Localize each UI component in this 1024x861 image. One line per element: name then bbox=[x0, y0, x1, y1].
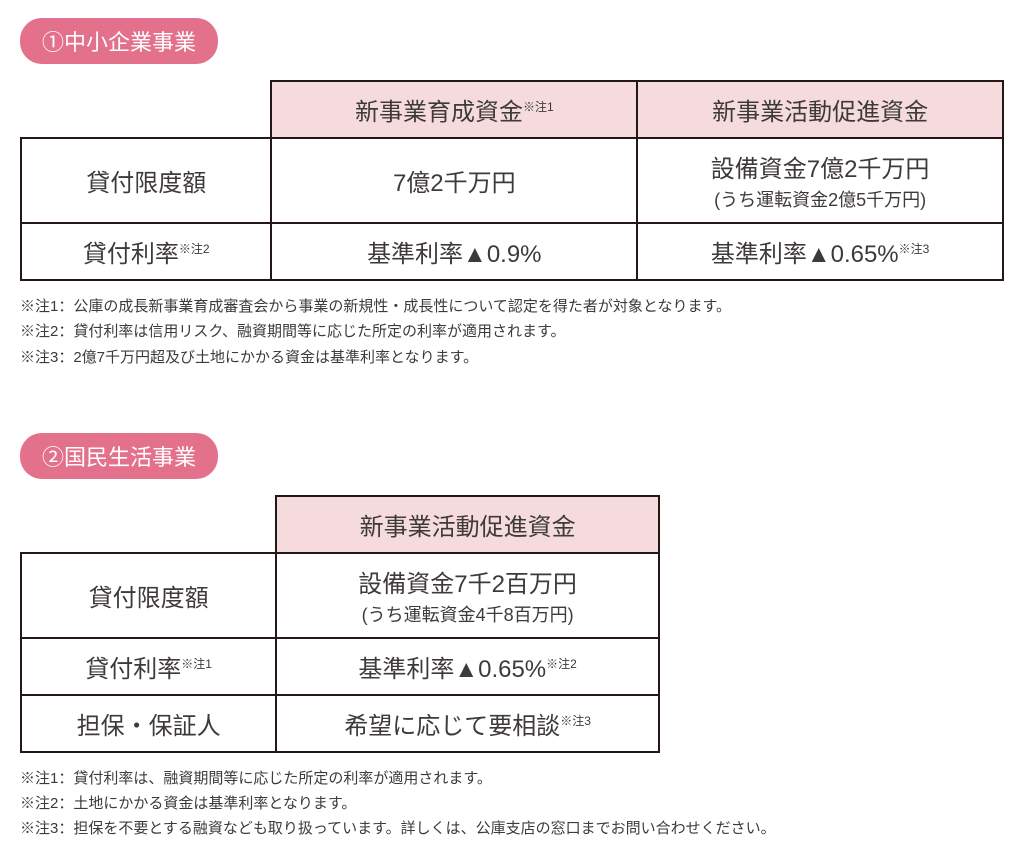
table-row: 貸付限度額 設備資金7千2百万円 (うち運転資金4千8百万円) bbox=[21, 553, 659, 638]
cell-sup: ※注3 bbox=[899, 242, 930, 256]
section2-table: 新事業活動促進資金 貸付限度額 設備資金7千2百万円 (うち運転資金4千8百万円… bbox=[20, 495, 660, 753]
cell-main: 設備資金7千2百万円 bbox=[358, 571, 577, 598]
cell-main: 基準利率▲0.65% bbox=[711, 241, 899, 268]
header-label: 新事業活動促進資金 bbox=[360, 514, 576, 541]
section1-notes: ※注1：公庫の成長新事業育成審査会から事業の新規性・成長性について認定を得た者が… bbox=[20, 295, 1004, 369]
col-header-shinjigyou-sokushin: 新事業活動促進資金 bbox=[637, 81, 1003, 138]
note-line: ※注3：担保を不要とする融資なども取り扱っています。詳しくは、公庫支店の窓口まで… bbox=[20, 817, 1004, 840]
cell-main: 希望に応じて要相談 bbox=[344, 713, 560, 740]
cell-value: 基準利率▲0.65%※注3 bbox=[637, 223, 1003, 280]
section2-notes: ※注1：貸付利率は、融資期間等に応じた所定の利率が適用されます。 ※注2：土地に… bbox=[20, 767, 1004, 841]
note-line: ※注1：貸付利率は、融資期間等に応じた所定の利率が適用されます。 bbox=[20, 767, 1004, 790]
table-row: 貸付利率※注1 基準利率▲0.65%※注2 bbox=[21, 638, 659, 695]
row-label: 貸付限度額 bbox=[21, 138, 271, 223]
row-label-sup: ※注2 bbox=[179, 242, 210, 256]
cell-sub: (うち運転資金4千8百万円) bbox=[285, 601, 650, 627]
table-row: 新事業育成資金※注1 新事業活動促進資金 bbox=[21, 81, 1003, 138]
row-label-text: 貸付利率 bbox=[85, 656, 181, 683]
cell-value: 7億2千万円 bbox=[271, 138, 637, 223]
blank-corner bbox=[21, 496, 276, 553]
table-row: 貸付利率※注2 基準利率▲0.9% 基準利率▲0.65%※注3 bbox=[21, 223, 1003, 280]
row-label: 担保・保証人 bbox=[21, 695, 276, 752]
table-row: 新事業活動促進資金 bbox=[21, 496, 659, 553]
blank-corner bbox=[21, 81, 271, 138]
cell-value: 設備資金7千2百万円 (うち運転資金4千8百万円) bbox=[276, 553, 659, 638]
row-label-text: 貸付利率 bbox=[83, 241, 179, 268]
table-row: 貸付限度額 7億2千万円 設備資金7億2千万円 (うち運転資金2億5千万円) bbox=[21, 138, 1003, 223]
col-header-shinjigyou-ikusei: 新事業育成資金※注1 bbox=[271, 81, 637, 138]
cell-value: 設備資金7億2千万円 (うち運転資金2億5千万円) bbox=[637, 138, 1003, 223]
cell-sup: ※注3 bbox=[560, 714, 591, 728]
section1-table: 新事業育成資金※注1 新事業活動促進資金 貸付限度額 7億2千万円 設備資金7億… bbox=[20, 80, 1004, 281]
row-label-text: 貸付限度額 bbox=[89, 585, 209, 612]
cell-main: 7億2千万円 bbox=[393, 170, 516, 197]
row-label-text: 担保・保証人 bbox=[77, 713, 221, 740]
section1-header: ①中小企業事業 bbox=[20, 18, 218, 64]
table-row: 担保・保証人 希望に応じて要相談※注3 bbox=[21, 695, 659, 752]
note-line: ※注1：公庫の成長新事業育成審査会から事業の新規性・成長性について認定を得た者が… bbox=[20, 295, 1004, 318]
row-label: 貸付利率※注1 bbox=[21, 638, 276, 695]
row-label-text: 貸付限度額 bbox=[86, 170, 206, 197]
cell-value: 基準利率▲0.9% bbox=[271, 223, 637, 280]
cell-value: 希望に応じて要相談※注3 bbox=[276, 695, 659, 752]
cell-main: 設備資金7億2千万円 bbox=[711, 156, 930, 183]
note-line: ※注2：土地にかかる資金は基準利率となります。 bbox=[20, 792, 1004, 815]
row-label-sup: ※注1 bbox=[181, 657, 212, 671]
note-line: ※注3：2億7千万円超及び土地にかかる資金は基準利率となります。 bbox=[20, 346, 1004, 369]
header-sup: ※注1 bbox=[523, 100, 554, 114]
section2-header: ②国民生活事業 bbox=[20, 433, 218, 479]
row-label: 貸付限度額 bbox=[21, 553, 276, 638]
cell-value: 基準利率▲0.65%※注2 bbox=[276, 638, 659, 695]
cell-sub: (うち運転資金2億5千万円) bbox=[646, 186, 994, 212]
header-label: 新事業活動促進資金 bbox=[712, 99, 928, 126]
cell-sup: ※注2 bbox=[546, 657, 577, 671]
cell-main: 基準利率▲0.9% bbox=[367, 241, 541, 268]
header-label: 新事業育成資金 bbox=[355, 99, 523, 126]
cell-main: 基準利率▲0.65% bbox=[358, 656, 546, 683]
note-line: ※注2：貸付利率は信用リスク、融資期間等に応じた所定の利率が適用されます。 bbox=[20, 320, 1004, 343]
row-label: 貸付利率※注2 bbox=[21, 223, 271, 280]
col-header-shinjigyou-sokushin: 新事業活動促進資金 bbox=[276, 496, 659, 553]
